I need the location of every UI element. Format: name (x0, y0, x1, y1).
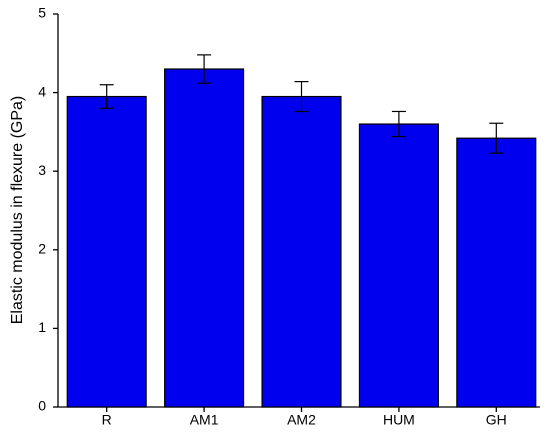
bar (164, 68, 245, 408)
x-tick-label: R (102, 412, 112, 428)
y-axis-label: Elastic modulus in flexure (GPa) (9, 96, 26, 325)
y-tick-label: 1 (38, 319, 46, 335)
x-tick-label: GH (486, 412, 507, 428)
bar (66, 95, 147, 408)
error-bar (391, 110, 406, 138)
y-tick-label: 5 (38, 5, 46, 21)
error-bar (294, 80, 309, 113)
error-bar (489, 122, 504, 154)
y-tick-label: 3 (38, 162, 46, 178)
x-tick-label: AM2 (287, 412, 316, 428)
bar (456, 137, 537, 408)
y-tick-label: 2 (38, 241, 46, 257)
bar (261, 95, 342, 408)
y-tick-label: 4 (38, 83, 46, 99)
error-bar (197, 54, 212, 84)
bar (358, 123, 439, 408)
x-tick-label: AM1 (190, 412, 219, 428)
y-tick-label: 0 (38, 398, 46, 414)
x-tick-label: HUM (383, 412, 415, 428)
error-bar (99, 84, 114, 109)
